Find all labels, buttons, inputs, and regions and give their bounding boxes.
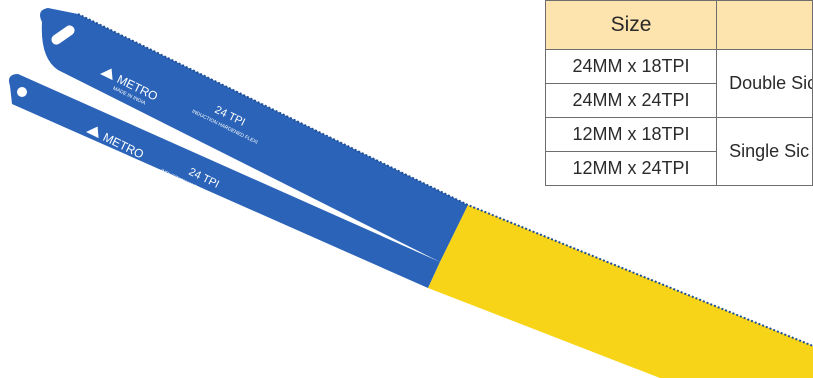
table-row: 12MM x 24TPI (544, 151, 813, 186)
spec-table-wrapper: Size 24MM x 18TPI Double Sic 24MM x 24TP… (540, 0, 813, 200)
blade-top-teeth (77, 13, 813, 347)
cell-size: 24MM x 24TPI (544, 83, 718, 118)
blade-bottom-yellow-tip (428, 262, 813, 378)
metro-logo-top (100, 68, 113, 81)
blade-top-blue-body (40, 8, 468, 262)
blade-bottom-blue-body (9, 74, 440, 288)
header-size: Size (544, 0, 718, 50)
cell-size: 24MM x 18TPI (544, 49, 718, 84)
blade-bottom: METRO MADE IN INDIA 24 TPI INDUCTION HAR… (9, 74, 813, 378)
blade-top: METRO MADE IN INDIA 24 TPI INDUCTION HAR… (40, 8, 813, 378)
table-row: 24MM x 18TPI Double Sic (544, 49, 813, 118)
header-type (716, 0, 813, 50)
blade-top-yellow-tip (440, 205, 813, 378)
table-row: 24MM x 24TPI (544, 83, 813, 118)
table-row: 12MM x 18TPI Single Sic (544, 117, 813, 186)
blade-bottom-hole (17, 87, 27, 97)
metro-logo-bottom (86, 126, 99, 139)
spec-table: Size 24MM x 18TPI Double Sic 24MM x 24TP… (544, 0, 813, 186)
cell-size: 12MM x 18TPI (544, 117, 718, 152)
blade-top-slot-hole (51, 25, 75, 45)
cell-size: 12MM x 24TPI (544, 151, 718, 186)
spec-table-header-row: Size (544, 0, 813, 50)
cell-type: Double Sic (716, 49, 813, 118)
cell-type: Single Sic (716, 117, 813, 186)
